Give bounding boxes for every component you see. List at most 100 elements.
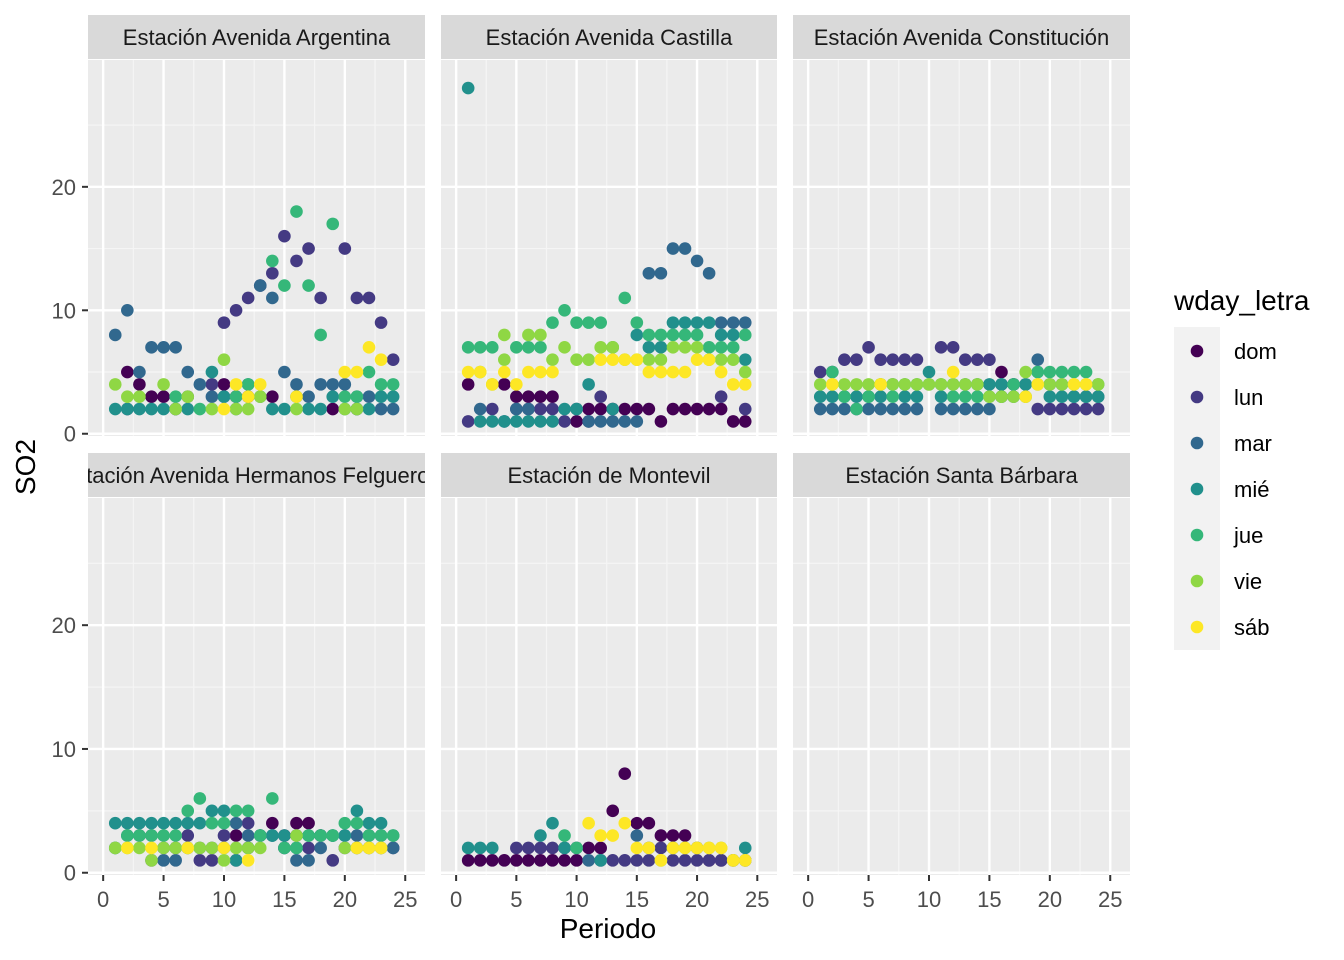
point-mar [205, 390, 219, 404]
point-mié [813, 390, 827, 404]
point-lun [522, 841, 535, 855]
point-sáb [534, 365, 547, 379]
point-jue [678, 328, 692, 342]
point-mié [121, 402, 134, 416]
point-mié [510, 415, 523, 428]
point-mié [850, 390, 863, 404]
point-mié [995, 378, 1008, 391]
point-mié [278, 402, 291, 416]
point-sáb [181, 841, 195, 855]
point-mié [217, 804, 231, 818]
point-sáb [121, 841, 134, 855]
point-vie [910, 378, 924, 391]
point-sáb [618, 353, 632, 366]
point-vie [862, 378, 875, 391]
point-mié [582, 378, 595, 391]
point-mié [546, 415, 559, 428]
point-jue [266, 792, 279, 805]
point-mié [362, 402, 376, 416]
panel-title: Estación Avenida Argentina [123, 25, 391, 50]
point-mié [654, 341, 668, 354]
x-tick-label: 5 [157, 887, 169, 912]
point-dom [678, 402, 692, 416]
point-lun [606, 854, 620, 867]
panels: Estación Avenida Argentina Estación Aveni… [88, 15, 1130, 875]
data-points [461, 81, 752, 428]
point-mar [582, 854, 595, 867]
point-vie [217, 353, 231, 366]
legend-key-mié [1190, 482, 1204, 496]
point-dom [534, 854, 547, 867]
point-lun [838, 353, 851, 366]
point-jue [862, 390, 875, 404]
point-vie [350, 402, 364, 416]
point-lun [1043, 402, 1057, 416]
point-mié [606, 402, 620, 416]
point-sáb [510, 378, 523, 391]
point-dom [726, 415, 740, 428]
point-mar [133, 365, 146, 379]
point-jue [278, 841, 291, 855]
point-mar [738, 316, 752, 329]
point-dom [145, 390, 158, 404]
point-mar [630, 415, 644, 428]
point-lun [534, 402, 547, 416]
point-dom [702, 402, 716, 416]
panel-title: Estación Avenida Constitución [814, 25, 1110, 50]
point-jue [302, 829, 315, 842]
point-sáb [666, 365, 680, 379]
x-tick-label: 15 [625, 887, 649, 912]
x-tick-label: 5 [862, 887, 874, 912]
point-sáb [630, 841, 644, 855]
point-dom [570, 854, 583, 867]
x-tick-label: 10 [212, 887, 236, 912]
gridlines [88, 498, 425, 875]
point-sáb [946, 365, 960, 379]
point-dom [498, 378, 511, 391]
point-dom [582, 402, 595, 416]
point-lun [241, 816, 255, 830]
point-sáb [241, 854, 255, 867]
point-mié [558, 841, 571, 855]
point-lun [374, 316, 388, 329]
point-lun [642, 854, 656, 867]
x-tick-label: 20 [1038, 887, 1062, 912]
point-mié [133, 816, 146, 830]
point-mar [666, 242, 680, 255]
point-dom [461, 854, 475, 867]
point-dom [558, 854, 571, 867]
point-mar [606, 415, 620, 428]
point-mié [108, 816, 122, 830]
point-vie [338, 841, 352, 855]
point-lun [654, 841, 668, 855]
point-mié [350, 804, 364, 818]
legend-key-lun [1190, 390, 1204, 404]
x-tick-label: 10 [917, 887, 941, 912]
point-lun [266, 266, 279, 280]
point-jue [326, 217, 340, 231]
point-mar [362, 390, 376, 404]
point-sáb [642, 365, 656, 379]
point-sáb [726, 854, 740, 867]
point-sáb [1019, 390, 1032, 404]
point-mié [157, 402, 170, 416]
point-mié [108, 402, 122, 416]
panel-strip [441, 15, 777, 59]
point-vie [714, 353, 728, 366]
point-jue [570, 316, 583, 329]
point-dom [510, 390, 523, 404]
point-mar [145, 341, 158, 354]
point-mar [229, 816, 243, 830]
point-sáb [1079, 378, 1093, 391]
point-sáb [606, 353, 620, 366]
point-jue [193, 792, 207, 805]
point-sáb [582, 816, 595, 830]
point-mié [485, 415, 499, 428]
point-mié [145, 402, 158, 416]
point-jue [241, 378, 255, 391]
point-mié [266, 402, 279, 416]
point-dom [654, 829, 668, 842]
point-dom [326, 402, 340, 416]
point-jue [838, 390, 851, 404]
point-lun [314, 291, 327, 305]
